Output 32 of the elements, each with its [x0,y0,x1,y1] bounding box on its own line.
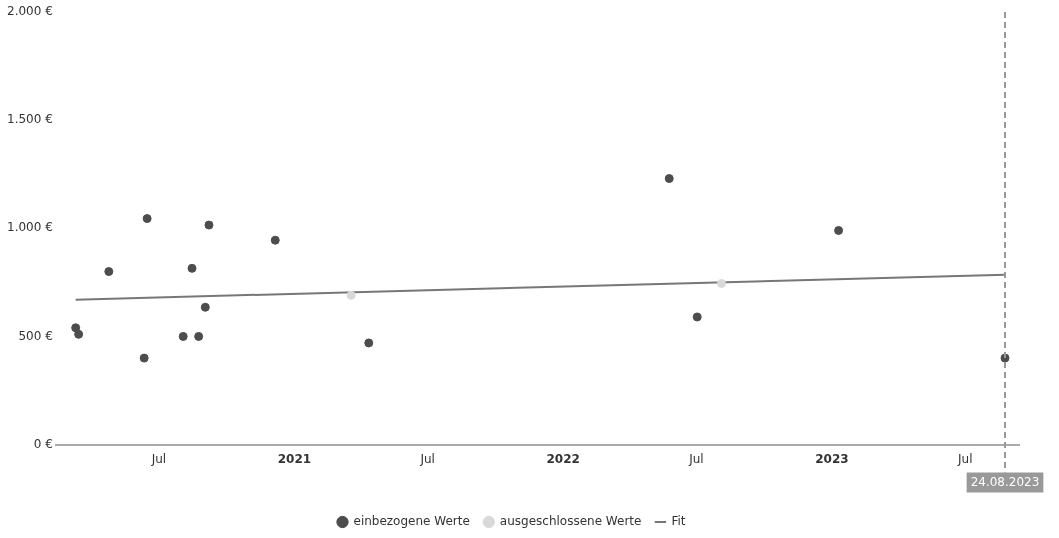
point [717,278,726,288]
x-tick-label: Jul [150,451,167,466]
point [834,225,844,235]
point [187,263,197,273]
point [178,331,188,341]
y-tick-label: 1.500 € [6,112,53,127]
x-tick-label: 2022 [546,451,580,466]
y-tick-label: 2.000 € [6,4,53,19]
x-tick-label: Jul [419,451,435,466]
point [74,329,84,339]
point [139,353,149,363]
ref-line-label: 24.08.2023 [970,474,1040,489]
point [142,214,152,224]
point [364,338,374,348]
point [204,220,214,230]
point [200,302,210,312]
legend-label: einbezogene Werte [353,514,470,529]
y-tick-label: 1.000 € [6,220,53,235]
point [104,267,114,277]
x-tick-label: Jul [688,451,704,466]
legend-label: Fit [671,514,686,529]
point [692,312,702,322]
y-tick-label: 0 € [33,436,53,451]
point [194,331,204,341]
point [664,174,674,184]
x-tick-label: 2021 [277,451,312,466]
legend-label: ausgeschlossene Werte [499,514,642,529]
y-tick-label: 500 € [18,328,53,343]
point [346,290,356,300]
x-tick-label: Jul [957,451,973,466]
x-tick-label: 2023 [815,451,849,466]
point [270,235,280,245]
